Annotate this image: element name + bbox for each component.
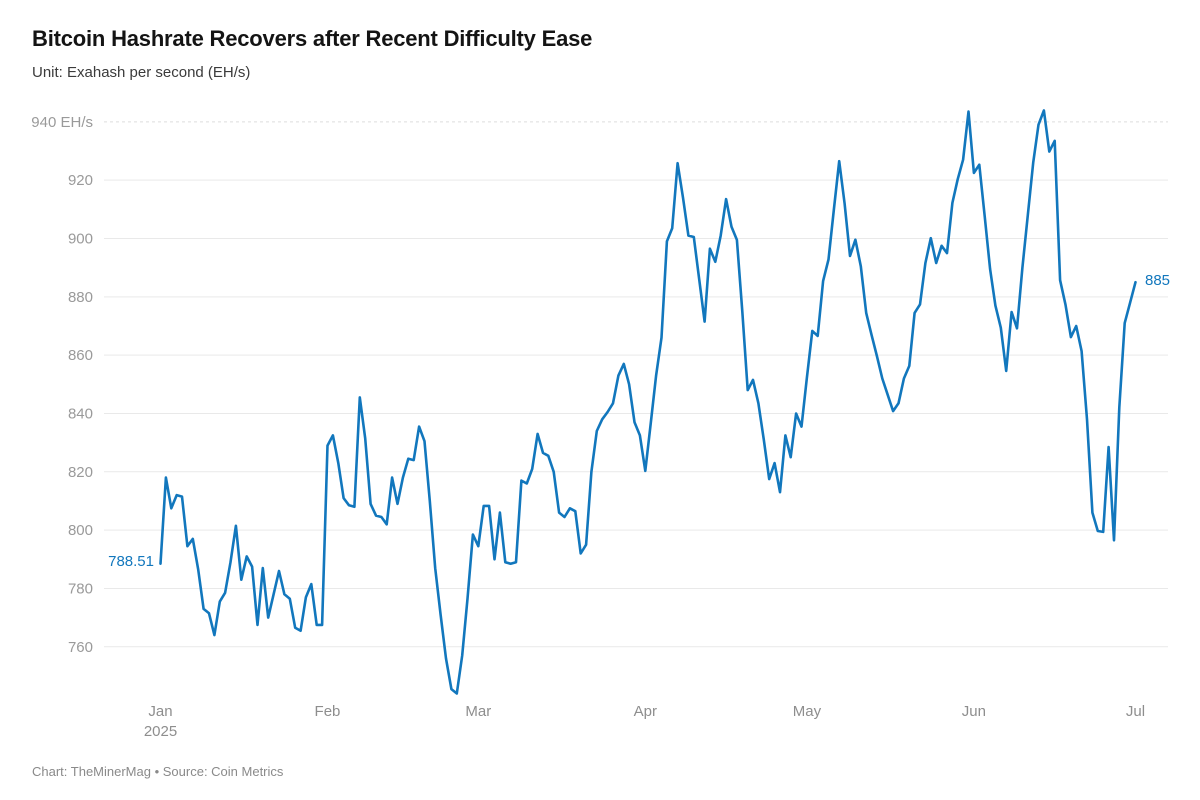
last-value-label: 885 (1145, 272, 1171, 289)
y-axis-label: 920 (68, 172, 93, 189)
y-axis-label: 760 (68, 639, 93, 656)
x-axis-label: Feb (315, 703, 341, 720)
y-axis-label: 800 (68, 522, 93, 539)
plot-area: 760 780 800 820 840 860 880 900 920 940 EH/s Jan 20… (31, 109, 1171, 740)
y-axis-label: 880 (68, 289, 93, 306)
chart-subtitle: Unit: Exahash per second (EH/s) (32, 64, 251, 81)
x-axis-label: Jul (1126, 703, 1145, 720)
hashrate-line (159, 109, 1137, 695)
y-axis-label: 940 EH/s (31, 114, 93, 131)
x-axis-label: Mar (465, 703, 491, 720)
x-axis-label: Jan (148, 703, 172, 720)
y-axis-label: 840 (68, 405, 93, 422)
x-axis-year-label: 2025 (144, 723, 177, 740)
y-axis-label: 860 (68, 347, 93, 364)
line-chart-svg: 760 780 800 820 840 860 880 900 920 940 EH/s Jan 20… (31, 109, 1168, 740)
y-axis-label: 900 (68, 230, 93, 247)
source-credit: Chart: TheMinerMag • Source: Coin Metric… (32, 764, 284, 779)
x-axis-label: Apr (634, 703, 657, 720)
x-axis-label: Jun (962, 703, 986, 720)
page-title: Bitcoin Hashrate Recovers after Recent D… (32, 26, 593, 51)
y-axis-label: 780 (68, 580, 93, 597)
x-axis-label: May (793, 703, 822, 720)
y-axis-label: 820 (68, 464, 93, 481)
first-value-label: 788.51 (108, 553, 154, 570)
